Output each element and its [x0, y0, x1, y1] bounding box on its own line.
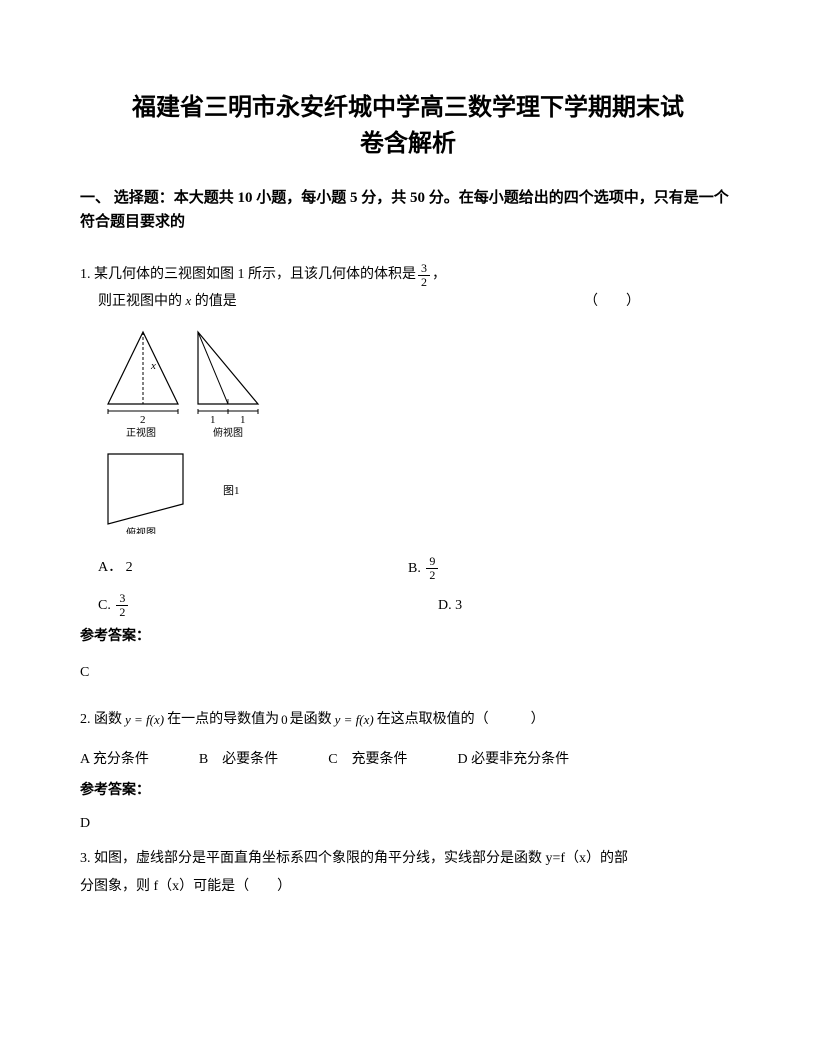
q1-paren: （ ）: [584, 289, 640, 316]
svg-text:俯视图: 俯视图: [126, 526, 156, 534]
q1-option-b-fraction: 9 2: [426, 555, 438, 582]
q2-option-c: C 充要条件: [328, 747, 407, 774]
q1-option-a: A． 2: [98, 555, 408, 582]
q1-options-row2: C. 3 2 D. 3: [98, 592, 736, 620]
q2-part3: 是函数: [290, 707, 332, 734]
q1-option-b: B. 9 2: [408, 555, 440, 583]
q2-part2: 在一点的导数值为: [167, 707, 279, 734]
q1-variable-x: x: [186, 293, 192, 308]
q2-formula2: y = f(x): [335, 708, 374, 733]
q1-options-row1: A． 2 B. 9 2: [98, 555, 736, 583]
q1-stem-part1: 1. 某几何体的三视图如图 1 所示，且该几何体的体积是: [80, 262, 416, 289]
q1-option-d: D. 3: [438, 593, 462, 620]
question-3: 3. 如图，虚线部分是平面直角坐标系四个象限的角平分线，实线部分是函数 y=f（…: [80, 845, 736, 901]
q1-stem-line1: 1. 某几何体的三视图如图 1 所示，且该几何体的体积是 3 2 ，: [80, 262, 736, 289]
q2-option-a: A 充分条件: [80, 747, 149, 774]
svg-text:2: 2: [140, 414, 146, 426]
svg-text:x: x: [150, 360, 156, 372]
title-line-1: 福建省三明市永安纤城中学高三数学理下学期期末试: [80, 90, 736, 126]
q1-stem-part2: ，: [432, 262, 446, 289]
svg-text:正视图: 正视图: [126, 426, 156, 439]
q3-line2: 分图象，则 f（x）可能是（ ）: [80, 873, 736, 901]
svg-text:1: 1: [210, 414, 216, 426]
q2-option-b: B 必要条件: [199, 747, 278, 774]
q2-part4: 在这点取极值的（ ）: [377, 707, 545, 734]
q2-answer-label: 参考答案：: [80, 778, 736, 805]
svg-text:图1: 图1: [223, 484, 240, 497]
q1-option-c-fraction: 3 2: [116, 592, 128, 619]
q2-option-d: D 必要非充分条件: [458, 747, 570, 774]
question-1: 1. 某几何体的三视图如图 1 所示，且该几何体的体积是 3 2 ， 则正视图中…: [80, 262, 736, 687]
q3-line1: 3. 如图，虚线部分是平面直角坐标系四个象限的角平分线，实线部分是函数 y=f（…: [80, 845, 736, 873]
q1-volume-fraction: 3 2: [418, 262, 430, 289]
q1-line2-part2: 的值是: [195, 294, 237, 309]
q1-stem-line2: 则正视图中的 x 的值是 （ ）: [80, 289, 640, 316]
question-2: 2. 函数 y = f(x) 在一点的导数值为 0 是函数 y = f(x) 在…: [80, 707, 736, 837]
q2-formula1: y = f(x): [125, 708, 164, 733]
svg-text:俯视图: 俯视图: [213, 426, 243, 439]
q1-option-c: C. 3 2: [98, 592, 438, 620]
q2-part1: 2. 函数: [80, 707, 122, 734]
q2-options: A 充分条件 B 必要条件 C 充要条件 D 必要非充分条件: [80, 747, 736, 774]
q2-zero: 0: [281, 708, 288, 733]
q2-answer: D: [80, 811, 736, 838]
title-line-2: 卷含解析: [80, 126, 736, 162]
q1-answer-label: 参考答案：: [80, 624, 736, 651]
page-title: 福建省三明市永安纤城中学高三数学理下学期期末试 卷含解析: [80, 90, 736, 162]
three-view-diagram: x 2 正视图 1 1 俯视图 俯视图 图1: [98, 324, 278, 534]
q1-figure: x 2 正视图 1 1 俯视图 俯视图 图1: [98, 324, 736, 545]
q1-line2-part1: 则正视图中的: [98, 294, 182, 309]
svg-text:1: 1: [240, 414, 246, 426]
q1-answer: C: [80, 660, 736, 687]
q2-stem: 2. 函数 y = f(x) 在一点的导数值为 0 是函数 y = f(x) 在…: [80, 707, 736, 734]
section-1-header: 一、 选择题：本大题共 10 小题，每小题 5 分，共 50 分。在每小题给出的…: [80, 186, 736, 234]
